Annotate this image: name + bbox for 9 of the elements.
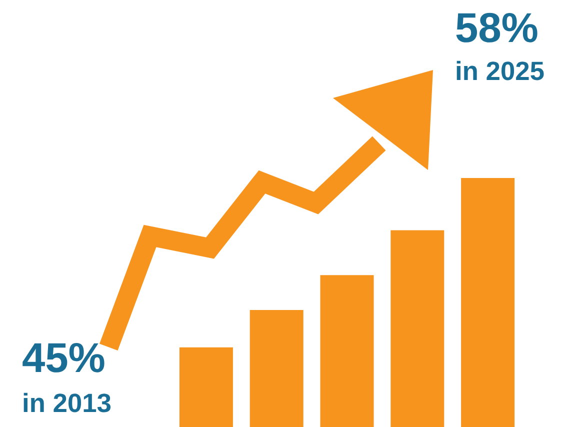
bar (179, 347, 233, 427)
text: in 2013 (24, 392, 111, 412)
text: 58% (456, 12, 538, 42)
bar (320, 275, 374, 427)
bar (461, 178, 515, 427)
text: in 2025 (456, 60, 544, 80)
text: 45% (22, 343, 104, 372)
bar (390, 230, 444, 427)
bar (250, 310, 304, 427)
